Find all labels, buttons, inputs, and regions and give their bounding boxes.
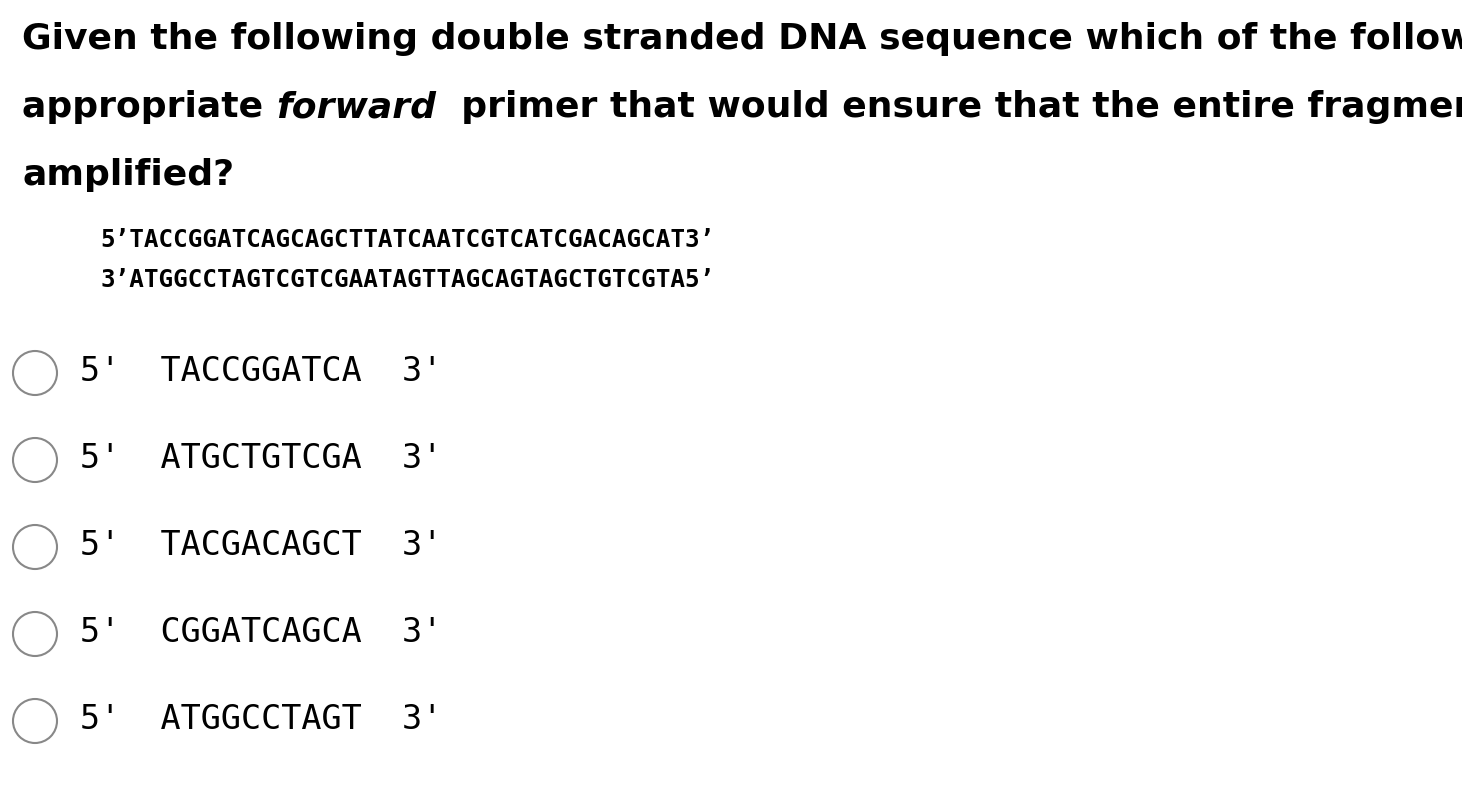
Text: 5'  CGGATCAGCA  3': 5' CGGATCAGCA 3' — [80, 616, 442, 649]
Text: 3’ATGGCCTAGTCGTCGAATAGTTAGCAGTAGCTGTCGTA5’: 3’ATGGCCTAGTCGTCGAATAGTTAGCAGTAGCTGTCGTA… — [99, 268, 715, 292]
Text: 5'  TACGACAGCT  3': 5' TACGACAGCT 3' — [80, 529, 442, 562]
Text: Given the following double stranded DNA sequence which of the following is an: Given the following double stranded DNA … — [22, 22, 1462, 56]
Text: amplified?: amplified? — [22, 158, 234, 192]
Text: primer that would ensure that the entire fragment would be: primer that would ensure that the entire… — [436, 90, 1462, 124]
Text: 5'  ATGCTGTCGA  3': 5' ATGCTGTCGA 3' — [80, 442, 442, 475]
Text: 5'  TACCGGATCA  3': 5' TACCGGATCA 3' — [80, 355, 442, 388]
Text: appropriate: appropriate — [22, 90, 276, 124]
Text: 5'  ATGGCCTAGT  3': 5' ATGGCCTAGT 3' — [80, 703, 442, 736]
Text: 5’TACCGGATCAGCAGCTTATCAATCGTCATCGACAGCAT3’: 5’TACCGGATCAGCAGCTTATCAATCGTCATCGACAGCAT… — [99, 228, 715, 252]
Text: forward: forward — [276, 90, 436, 124]
